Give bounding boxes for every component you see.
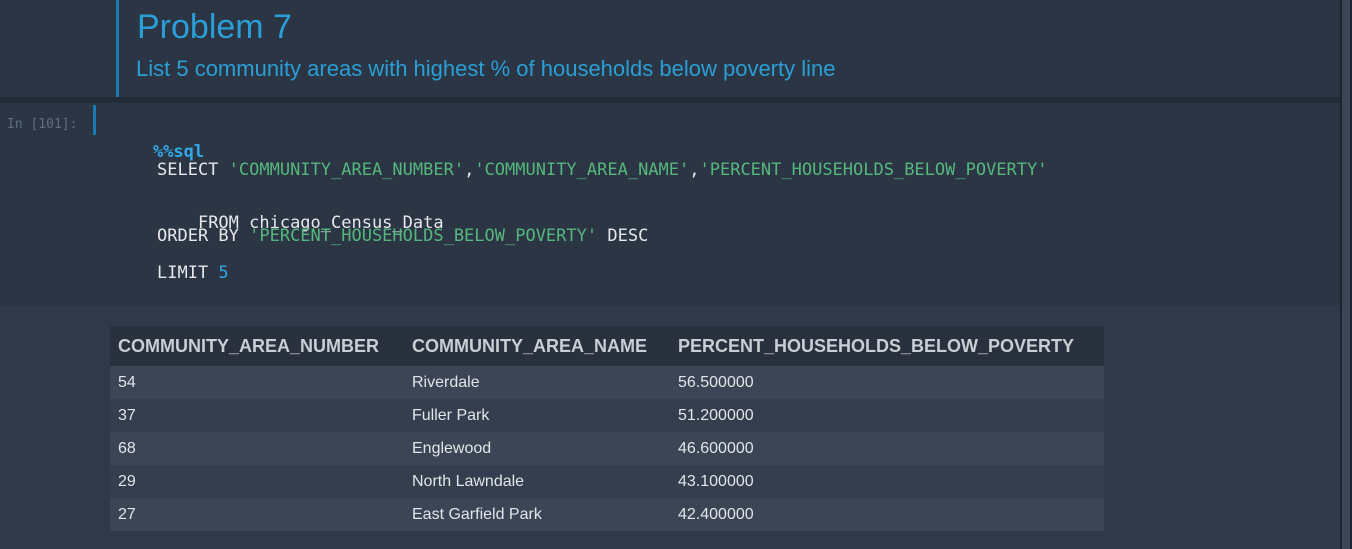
select-column-1: 'COMMUNITY_AREA_NUMBER' xyxy=(228,160,465,180)
cell-area-name: Fuller Park xyxy=(404,399,670,432)
markdown-cell[interactable]: Problem 7 List 5 community areas with hi… xyxy=(0,0,1340,97)
code-cell[interactable]: In [101]: %%sql SELECT 'COMMUNITY_AREA_N… xyxy=(0,103,1340,306)
select-comma-1: , xyxy=(464,160,475,180)
cell-percent: 56.500000 xyxy=(670,366,1104,399)
table-row: 37 Fuller Park 51.200000 xyxy=(110,399,1104,432)
input-prompt: In [101]: xyxy=(7,117,78,132)
cell-area-name: North Lawndale xyxy=(404,465,670,498)
select-column-3: 'PERCENT_HOUSEHOLDS_BELOW_POVERTY' xyxy=(699,160,1048,180)
cell-percent: 42.400000 xyxy=(670,498,1104,531)
problem-subtitle: List 5 community areas with highest % of… xyxy=(136,56,836,81)
table-header-row: COMMUNITY_AREA_NUMBER COMMUNITY_AREA_NAM… xyxy=(110,326,1104,366)
cell-separator xyxy=(0,97,1340,103)
table-row: 68 Englewood 46.600000 xyxy=(110,432,1104,465)
cell-area-number: 29 xyxy=(110,465,404,498)
header-community-area-number: COMMUNITY_AREA_NUMBER xyxy=(110,326,404,366)
cell-area-number: 27 xyxy=(110,498,404,531)
order-column: 'PERCENT_HOUSEHOLDS_BELOW_POVERTY' xyxy=(249,226,598,246)
select-keyword: SELECT xyxy=(157,160,229,180)
problem-title: Problem 7 xyxy=(137,8,292,46)
limit-keyword: LIMIT xyxy=(157,263,219,283)
code-line-from[interactable]: FROM chicago_Census_Data xyxy=(157,193,444,253)
output-area: COMMUNITY_AREA_NUMBER COMMUNITY_AREA_NAM… xyxy=(0,306,1340,549)
order-keyword: ORDER BY xyxy=(157,226,250,246)
code-line-order[interactable]: ORDER BY 'PERCENT_HOUSEHOLDS_BELOW_POVER… xyxy=(157,226,648,246)
from-clause: FROM chicago_Census_Data xyxy=(197,213,444,233)
select-column-2: 'COMMUNITY_AREA_NAME' xyxy=(474,160,690,180)
cell-percent: 43.100000 xyxy=(670,465,1104,498)
cell-area-number: 68 xyxy=(110,432,404,465)
order-direction: DESC xyxy=(597,226,649,246)
limit-value: 5 xyxy=(218,263,229,283)
scrollbar-thumb[interactable] xyxy=(1342,0,1350,549)
cell-area-number: 37 xyxy=(110,399,404,432)
code-cell-bar xyxy=(93,105,96,135)
header-percent-households: PERCENT_HOUSEHOLDS_BELOW_POVERTY xyxy=(670,326,1104,366)
table-row: 27 East Garfield Park 42.400000 xyxy=(110,498,1104,531)
cell-percent: 51.200000 xyxy=(670,399,1104,432)
sql-magic: %%sql xyxy=(152,142,205,162)
table-row: 29 North Lawndale 43.100000 xyxy=(110,465,1104,498)
cell-area-name: East Garfield Park xyxy=(404,498,670,531)
result-table: COMMUNITY_AREA_NUMBER COMMUNITY_AREA_NAM… xyxy=(110,326,1104,531)
code-line-limit[interactable]: LIMIT 5 xyxy=(157,263,229,283)
cell-area-name: Riverdale xyxy=(404,366,670,399)
select-comma-2: , xyxy=(689,160,700,180)
cell-selection-bar xyxy=(116,0,119,97)
header-community-area-name: COMMUNITY_AREA_NAME xyxy=(404,326,670,366)
cell-percent: 46.600000 xyxy=(670,432,1104,465)
cell-area-number: 54 xyxy=(110,366,404,399)
table-row: 54 Riverdale 56.500000 xyxy=(110,366,1104,399)
code-line-magic[interactable]: %%sql xyxy=(112,122,204,182)
code-line-select[interactable]: SELECT 'COMMUNITY_AREA_NUMBER','COMMUNIT… xyxy=(157,160,1048,180)
cell-area-name: Englewood xyxy=(404,432,670,465)
